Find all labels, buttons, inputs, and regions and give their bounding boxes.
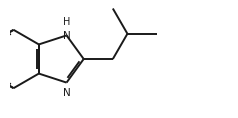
Text: N: N (63, 31, 70, 41)
Text: N: N (63, 88, 70, 98)
Text: H: H (63, 17, 70, 27)
